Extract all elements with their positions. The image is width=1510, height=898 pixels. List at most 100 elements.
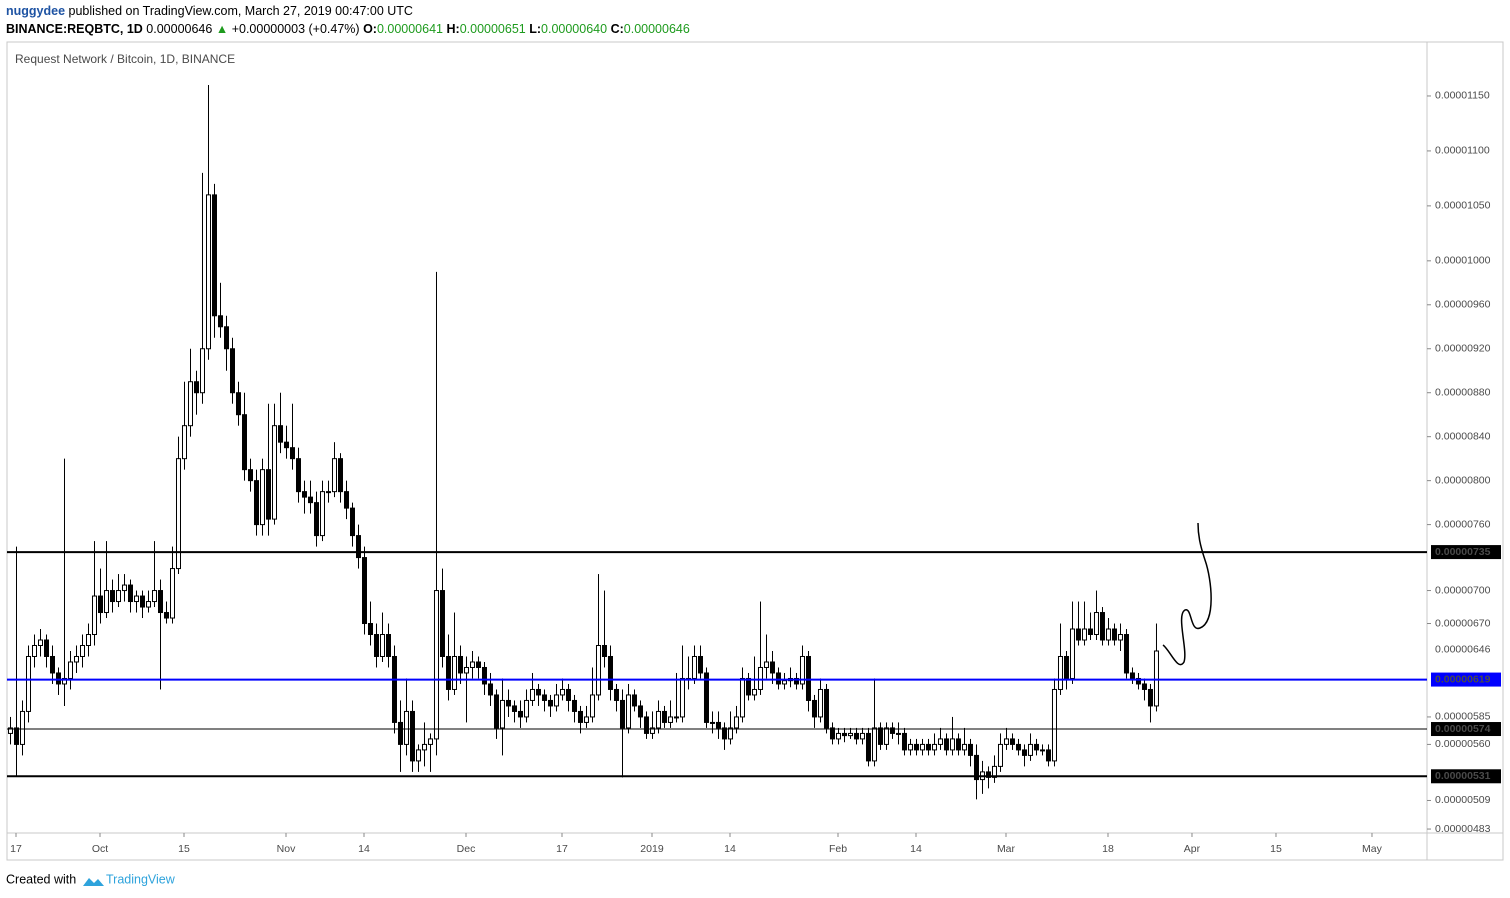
candle-body [319, 491, 325, 537]
candle-body [55, 672, 61, 685]
level-label-box [1431, 722, 1501, 737]
candle-body [1051, 688, 1057, 762]
author[interactable]: nuggydee [6, 4, 65, 18]
candle-body [421, 743, 427, 751]
candle-body [811, 699, 817, 718]
candle-body [247, 469, 253, 482]
candle-body [49, 655, 55, 674]
candle-body [925, 743, 931, 751]
level-label-box [1431, 642, 1501, 657]
candle-body [427, 738, 433, 745]
candle-body [373, 634, 379, 657]
candle-body [877, 727, 883, 745]
candle-body [301, 491, 307, 498]
candle-body [79, 644, 85, 657]
candle-body [1111, 628, 1117, 641]
plot [7, 84, 1159, 800]
candle-body [985, 771, 991, 778]
x-tick-label: Feb [829, 843, 847, 855]
candle-body [835, 732, 841, 740]
candle-body [589, 694, 595, 718]
candle-body [523, 699, 529, 718]
candle-body [91, 595, 97, 636]
candle-body [793, 677, 799, 685]
level-label: 0.00000646 [1435, 644, 1491, 656]
candle-body [469, 661, 475, 668]
candle-body [313, 502, 319, 537]
candle-body [343, 491, 349, 509]
y-tick-label: 0.00001100 [1435, 145, 1490, 157]
y-tick-label: 0.00000800 [1435, 474, 1491, 486]
candle-body [73, 655, 79, 663]
candle-body [931, 743, 937, 751]
candle-body [1027, 743, 1033, 756]
candle-body [181, 425, 187, 460]
y-tick-label: 0.00000483 [1435, 823, 1491, 835]
y-tick-label: 0.00000509 [1435, 794, 1491, 806]
y-tick-label: 0.00001050 [1435, 200, 1491, 212]
candle-body [535, 688, 541, 696]
candle-body [211, 194, 217, 317]
candle-body [121, 584, 127, 592]
candle-body [1069, 628, 1075, 679]
candle-body [337, 458, 343, 493]
candle-body [553, 694, 559, 707]
candle-body [1021, 749, 1027, 756]
candle-body [103, 590, 109, 614]
candle-body [145, 601, 151, 608]
candle-body [127, 584, 133, 603]
candle-body [559, 688, 565, 696]
candle-body [823, 688, 829, 729]
x-tick-label: May [1362, 843, 1383, 855]
candle-body [901, 732, 907, 751]
candle-body [1087, 628, 1093, 636]
candle-body [817, 688, 823, 718]
candle-body [355, 535, 361, 559]
level-label: 0.00000619 [1435, 673, 1491, 685]
x-tick-label: 17 [556, 843, 568, 855]
candle-body [505, 699, 511, 707]
x-tick-label: Dec [457, 843, 476, 855]
y-tick-label: 0.00000880 [1435, 386, 1491, 398]
published: published on TradingView.com, March 27, … [69, 4, 413, 18]
candle-body [565, 688, 571, 701]
candle-body [1075, 628, 1081, 641]
candle-body [37, 639, 43, 646]
candle-body [517, 710, 523, 718]
candle-body [175, 458, 181, 570]
candle-body [529, 688, 535, 701]
candle-body [463, 666, 469, 674]
y-tick-label: 0.00000960 [1435, 299, 1491, 311]
candle-body [1117, 634, 1123, 641]
candle-body [703, 672, 709, 723]
footer-brand[interactable]: TradingView [106, 872, 176, 886]
footer-text: Created with [6, 872, 76, 886]
publish-line: nuggydee published on TradingView.com, M… [6, 4, 413, 18]
level-label: 0.00000531 [1435, 770, 1491, 782]
candle-body [661, 710, 667, 723]
candle-body [961, 743, 967, 751]
candle-body [169, 568, 175, 619]
x-tick-label: Oct [92, 843, 108, 855]
x-tick-label: 15 [1270, 843, 1282, 855]
candle-body [1129, 672, 1135, 679]
candle-body [745, 677, 751, 696]
candle-body [163, 612, 169, 619]
x-tick-label: Nov [277, 843, 296, 855]
level-label-box [1431, 672, 1501, 687]
candle-body [271, 425, 277, 520]
candle-body [193, 381, 199, 394]
candle-body [889, 727, 895, 734]
candle-body [295, 458, 301, 493]
candle-body [1093, 612, 1099, 636]
candle-body [187, 381, 193, 427]
candle-body [763, 661, 769, 668]
candle-body [109, 590, 115, 603]
candle-body [235, 392, 241, 416]
candle-body [577, 710, 583, 723]
h-label: H: [446, 22, 459, 36]
candle-body [361, 557, 367, 625]
l-label: L: [529, 22, 541, 36]
l-value: 0.00000640 [541, 22, 607, 36]
